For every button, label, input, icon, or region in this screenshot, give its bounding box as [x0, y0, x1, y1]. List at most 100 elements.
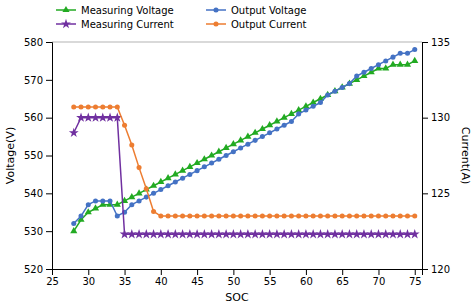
point — [199, 229, 209, 238]
point — [389, 61, 396, 67]
tick-label: 60 — [300, 276, 313, 287]
point — [127, 229, 137, 238]
point — [266, 121, 273, 127]
point — [185, 229, 195, 238]
line — [74, 107, 415, 216]
point — [405, 51, 410, 56]
point — [296, 111, 301, 116]
point — [354, 214, 359, 219]
axis-line — [53, 270, 423, 276]
point — [244, 132, 251, 138]
point — [71, 105, 76, 110]
point — [374, 229, 384, 238]
y2-axis-title: Current(A) — [459, 127, 472, 184]
point — [316, 229, 326, 238]
tick-label: 65 — [336, 276, 349, 287]
point — [398, 51, 403, 56]
point — [265, 229, 275, 238]
point — [128, 193, 135, 199]
tick-label: 120 — [431, 264, 450, 275]
point — [257, 229, 267, 238]
frame — [52, 42, 422, 43]
point — [243, 229, 253, 238]
x-axis: 2530354045505560657075 — [46, 269, 422, 287]
point — [302, 102, 309, 108]
point — [195, 168, 200, 173]
point — [382, 64, 389, 70]
legend-item: Output Voltage — [206, 5, 306, 16]
point — [361, 70, 366, 75]
point — [86, 202, 91, 207]
tick-mark — [125, 269, 126, 275]
point — [281, 114, 288, 120]
point — [403, 229, 413, 238]
tick-label: 125 — [431, 188, 450, 199]
tick-mark — [415, 269, 416, 275]
point — [410, 229, 420, 238]
point — [92, 204, 99, 210]
point — [296, 214, 301, 219]
point — [158, 214, 163, 219]
tick: 30 — [82, 269, 95, 287]
point — [274, 214, 279, 219]
tick-label: 520 — [24, 264, 43, 275]
legend-marker — [213, 7, 218, 12]
point — [151, 209, 156, 214]
point — [165, 174, 172, 180]
point — [86, 105, 91, 110]
point — [134, 229, 144, 238]
point — [179, 167, 186, 173]
point — [129, 142, 134, 147]
point — [340, 214, 345, 219]
tick: 35 — [119, 269, 132, 287]
legend-label: Measuring Voltage — [81, 5, 174, 16]
point — [202, 164, 207, 169]
tick-mark — [422, 193, 428, 194]
point — [202, 214, 207, 219]
legend-marker — [61, 19, 71, 28]
tick: 520 — [24, 264, 52, 275]
axis-line — [46, 43, 53, 270]
tick-mark — [422, 269, 428, 270]
point — [172, 170, 179, 176]
tick-label: 580 — [24, 37, 43, 48]
tick-label: 35 — [119, 276, 132, 287]
chart: 2530354045505560657075520530540550560570… — [0, 0, 474, 307]
tick-label: 55 — [264, 276, 277, 287]
legend-marker — [213, 21, 218, 26]
point — [325, 92, 330, 97]
point — [383, 214, 388, 219]
point — [91, 112, 101, 121]
point — [156, 229, 166, 238]
point — [236, 229, 246, 238]
point — [163, 229, 173, 238]
tick-mark — [46, 156, 52, 157]
point — [260, 134, 265, 139]
point — [137, 198, 142, 203]
point — [308, 229, 318, 238]
legend-label: Measuring Current — [81, 19, 174, 30]
point — [279, 229, 289, 238]
point — [187, 214, 192, 219]
point — [286, 229, 296, 238]
point — [318, 100, 323, 105]
tick-mark — [270, 269, 271, 275]
point — [223, 144, 230, 150]
tick: 55 — [264, 269, 277, 287]
point — [272, 229, 282, 238]
point — [383, 58, 388, 63]
point — [252, 129, 259, 135]
tick: 130 — [422, 112, 450, 123]
tick: 550 — [24, 150, 52, 161]
point — [245, 142, 250, 147]
tick-label: 550 — [24, 150, 43, 161]
tick-label: 70 — [373, 276, 386, 287]
point — [238, 214, 243, 219]
point — [250, 229, 260, 238]
point — [216, 157, 221, 162]
point — [273, 117, 280, 123]
point — [282, 123, 287, 128]
point — [78, 105, 83, 110]
tick: 40 — [155, 269, 168, 287]
line — [74, 50, 415, 224]
